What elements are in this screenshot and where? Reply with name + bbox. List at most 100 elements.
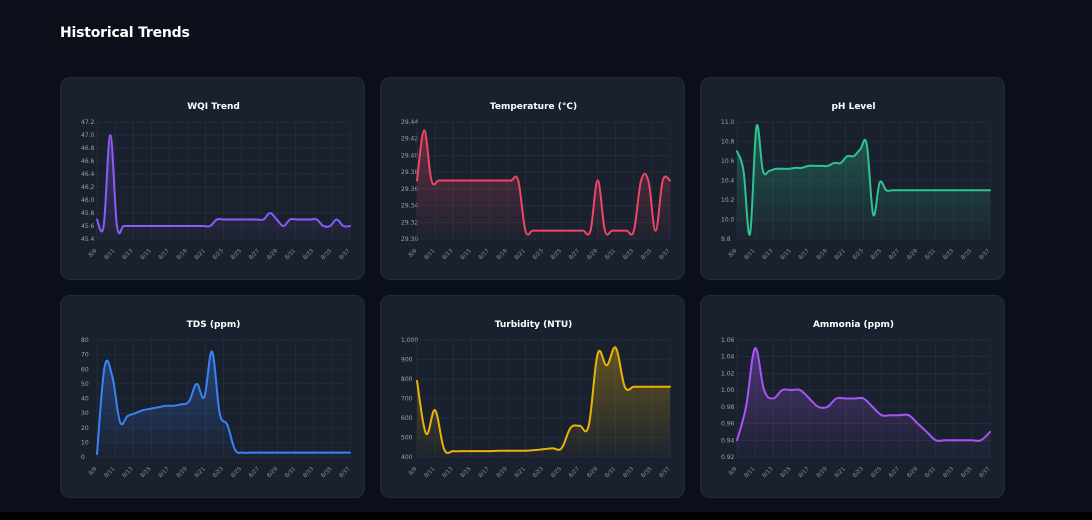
chart-temperature: Temperature (°C) 29.44 29.42 29.40 29.38 29.3… [401, 102, 672, 261]
x-tick-label: 8/35 [960, 248, 973, 261]
chart-card-tds: TDS (ppm) 80 70 60 50 40 30 20 10 0 8/9 8/11 8/13 8/1… [60, 295, 365, 498]
x-tick-label: 8/37 [978, 248, 991, 261]
chart-card-ph: pH Level 11.0 10.8 10.6 10.4 10.2 10.0 9.8 8/9 8/… [700, 77, 1005, 280]
y-tick-label: 30 [81, 410, 89, 417]
x-tick-label: 8/13 [762, 248, 775, 261]
x-tick-label: 8/21 [514, 466, 527, 479]
y-tick-label: 600 [401, 415, 413, 422]
y-tick-label: 45.4 [81, 236, 95, 243]
y-tick-label: 10.4 [721, 178, 735, 185]
x-tick-label: 8/9 [408, 248, 419, 259]
x-tick-label: 8/13 [122, 466, 135, 479]
y-tick-label: 1.06 [721, 337, 735, 344]
x-tick-label: 8/25 [550, 466, 563, 479]
y-tick-label: 500 [401, 435, 413, 442]
x-tick-label: 8/15 [780, 466, 793, 479]
x-tick-label: 8/15 [460, 248, 473, 261]
x-tick-label: 8/17 [478, 248, 491, 261]
x-tick-label: 8/9 [88, 248, 99, 259]
x-tick-label: 8/23 [212, 248, 225, 261]
series-area [737, 125, 990, 239]
x-tick-label: 8/37 [338, 248, 351, 261]
x-tick-label: 8/23 [212, 466, 225, 479]
chart-title: Temperature (°C) [490, 102, 577, 112]
bottom-bar [0, 512, 1092, 520]
series-line [416, 129, 671, 236]
x-tick-label: 8/21 [194, 466, 207, 479]
x-tick-label: 8/15 [140, 248, 153, 261]
x-tick-label: 8/17 [158, 248, 171, 261]
x-tick-label: 8/21 [194, 248, 207, 261]
series-line [96, 350, 351, 456]
x-tick-label: 8/31 [924, 466, 937, 479]
y-tick-label: 9.8 [721, 236, 731, 243]
y-tick-label: 47.2 [81, 119, 95, 126]
series-line [96, 134, 351, 235]
x-tick-label: 8/29 [906, 248, 919, 261]
x-tick-label: 8/31 [284, 248, 297, 261]
y-tick-label: 60 [81, 366, 89, 373]
x-tick-label: 8/35 [960, 466, 973, 479]
chart-title: pH Level [831, 102, 875, 112]
x-tick-label: 8/11 [104, 466, 117, 479]
chart-card-temperature: Temperature (°C) 29.44 29.42 29.40 29.38 29.3… [380, 77, 685, 280]
chart-title: Ammonia (ppm) [813, 320, 894, 330]
y-tick-label: 0.92 [721, 454, 735, 461]
x-tick-label: 8/33 [622, 248, 635, 261]
chart-ph: pH Level 11.0 10.8 10.6 10.4 10.2 10.0 9.8 8/9 8/… [721, 102, 992, 261]
x-tick-label: 8/17 [798, 466, 811, 479]
y-tick-label: 1,000 [401, 337, 418, 344]
y-tick-label: 11.0 [721, 119, 735, 126]
x-tick-label: 8/23 [532, 466, 545, 479]
chart-tds: TDS (ppm) 80 70 60 50 40 30 20 10 08/9 8/11 8/13 8/1… [81, 320, 352, 479]
x-tick-label: 8/23 [852, 466, 865, 479]
x-tick-label: 8/17 [158, 466, 171, 479]
y-tick-label: 700 [401, 396, 413, 403]
x-tick-label: 8/35 [320, 466, 333, 479]
x-tick-label: 8/15 [780, 248, 793, 261]
x-tick-label: 8/31 [284, 466, 297, 479]
y-tick-label: 80 [81, 337, 89, 344]
x-tick-label: 8/33 [622, 466, 635, 479]
x-tick-label: 8/11 [424, 248, 437, 261]
y-tick-label: 29.34 [401, 203, 418, 210]
x-tick-label: 8/13 [442, 248, 455, 261]
x-tick-label: 8/35 [640, 466, 653, 479]
y-tick-label: 47.0 [81, 132, 95, 139]
x-tick-label: 8/29 [266, 466, 279, 479]
page-title: Historical Trends [60, 25, 190, 41]
x-tick-label: 8/13 [762, 466, 775, 479]
y-tick-label: 0 [81, 454, 85, 461]
x-tick-label: 8/25 [870, 466, 883, 479]
y-tick-label: 10.2 [721, 197, 735, 204]
chart-title: Turbidity (NTU) [495, 320, 573, 330]
x-tick-label: 8/19 [176, 466, 189, 479]
y-tick-label: 46.0 [81, 197, 95, 204]
x-tick-label: 8/17 [798, 248, 811, 261]
y-tick-label: 10.6 [721, 158, 735, 165]
chart-card-ammonia: Ammonia (ppm) 1.06 1.04 1.02 1.00 0.98 0.96 0.9… [700, 295, 1005, 498]
x-tick-label: 8/29 [586, 466, 599, 479]
chart-card-turbidity: Turbidity (NTU) 1,000 900 800 700 600 500 400 8/… [380, 295, 685, 498]
x-tick-label: 8/27 [888, 466, 901, 479]
y-tick-label: 46.2 [81, 184, 95, 191]
y-tick-label: 50 [81, 381, 89, 388]
x-tick-label: 8/27 [248, 466, 261, 479]
x-tick-label: 8/23 [852, 248, 865, 261]
x-tick-label: 8/9 [728, 248, 739, 259]
series-line [736, 347, 991, 442]
x-tick-label: 8/25 [230, 248, 243, 261]
y-tick-label: 0.96 [721, 421, 735, 428]
x-tick-label: 8/33 [942, 466, 955, 479]
y-tick-label: 46.4 [81, 171, 95, 178]
x-tick-label: 8/31 [604, 248, 617, 261]
y-tick-label: 29.32 [401, 219, 418, 226]
x-tick-label: 8/29 [266, 248, 279, 261]
x-tick-label: 8/31 [604, 466, 617, 479]
y-tick-label: 20 [81, 425, 89, 432]
y-tick-label: 29.40 [401, 152, 418, 159]
y-tick-label: 40 [81, 396, 89, 403]
chart-turbidity: Turbidity (NTU) 1,000 900 800 700 600 500 400 8/… [401, 320, 672, 479]
y-tick-label: 10 [81, 439, 89, 446]
x-tick-label: 8/33 [302, 248, 315, 261]
